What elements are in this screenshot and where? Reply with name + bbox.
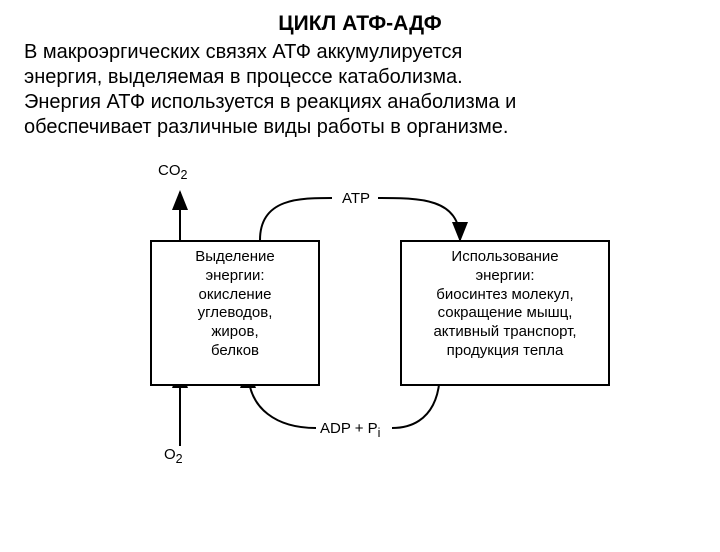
para-line-2: энергия, выделяемая в процессе катаболиз…: [24, 66, 463, 88]
label-adp: ADP + Pi: [320, 420, 380, 440]
label-atp: ATP: [342, 190, 370, 207]
atp-adp-cycle-diagram: Выделениеэнергии:окислениеуглеводов,жиро…: [0, 150, 720, 510]
energy-use-box: Использованиеэнергии:биосинтез молекул,с…: [400, 240, 610, 386]
label-o2: O2: [164, 446, 183, 466]
label-co2: CO2: [158, 162, 187, 182]
energy-release-box: Выделениеэнергии:окислениеуглеводов,жиро…: [150, 240, 320, 386]
para-line-1: В макроэргических связях АТФ аккумулируе…: [24, 41, 462, 63]
paragraph: В макроэргических связях АТФ аккумулируе…: [24, 40, 696, 140]
edge-atp-arc: [260, 198, 332, 240]
page-title: ЦИКЛ АТФ-АДФ: [0, 12, 720, 36]
edge-atp-arc: [378, 198, 460, 240]
para-line-3: Энергия АТФ используется в реакциях анаб…: [24, 91, 516, 113]
para-line-4: обеспечивает различные виды работы в орг…: [24, 116, 508, 138]
